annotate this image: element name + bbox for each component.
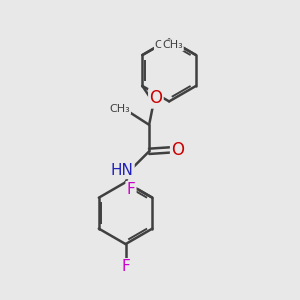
Text: F: F	[121, 259, 130, 274]
Text: CH₃: CH₃	[155, 40, 176, 50]
Text: F: F	[127, 182, 135, 197]
Text: CH₃: CH₃	[162, 40, 183, 50]
Text: CH₃: CH₃	[109, 103, 130, 114]
Text: HN: HN	[111, 163, 134, 178]
Text: O: O	[149, 89, 162, 107]
Text: O: O	[171, 141, 184, 159]
